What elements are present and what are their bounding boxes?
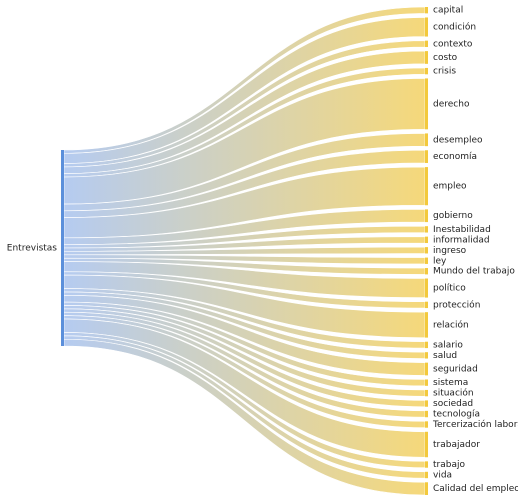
target-node-bar[interactable] xyxy=(425,247,428,254)
target-node-bar[interactable] xyxy=(425,410,428,418)
target-node-bar[interactable] xyxy=(425,17,428,37)
target-node-label: ley xyxy=(433,256,447,266)
sankey-link[interactable] xyxy=(63,301,426,387)
target-node-label: protección xyxy=(433,299,480,310)
target-node-bar[interactable] xyxy=(425,389,428,397)
target-node-label: Inestabilidad xyxy=(433,225,491,235)
target-node-bar[interactable] xyxy=(425,226,428,233)
target-node-label: Mundo del trabajo xyxy=(433,267,515,277)
sankey-link[interactable] xyxy=(63,40,426,168)
target-node-label: empleo xyxy=(433,182,467,192)
sankey-link[interactable] xyxy=(63,295,426,376)
target-node-bar[interactable] xyxy=(425,51,428,64)
source-node-bar[interactable] xyxy=(61,150,64,346)
target-node-label: Tercerización laboral xyxy=(432,419,518,430)
target-node-label: relación xyxy=(433,319,469,330)
source-node-label: Entrevistas xyxy=(7,244,58,254)
sankey-link[interactable] xyxy=(63,311,426,418)
target-node-bar[interactable] xyxy=(425,257,428,264)
target-node-label: Calidad del empleo xyxy=(433,484,518,494)
target-node-label: vida xyxy=(433,470,452,480)
target-node-label: trabajador xyxy=(433,440,480,450)
target-node-bar[interactable] xyxy=(425,301,428,309)
target-nodes: capital condición contexto costo crisis derec… xyxy=(425,6,518,495)
target-node-label: salario xyxy=(433,340,463,350)
target-node-label: trabajo xyxy=(433,460,465,470)
target-node-bar[interactable] xyxy=(425,482,428,495)
target-node-bar[interactable] xyxy=(425,268,428,275)
target-node-label: costo xyxy=(433,53,458,63)
target-node-label: gobierno xyxy=(433,211,473,221)
target-node-label: sociedad xyxy=(433,399,473,409)
sankey-link[interactable] xyxy=(63,274,426,338)
sankey-link[interactable] xyxy=(63,149,426,218)
target-node-label: sistema xyxy=(433,378,468,388)
sankey-link[interactable] xyxy=(63,246,426,256)
target-node-label: informalidad xyxy=(433,235,490,245)
target-node-bar[interactable] xyxy=(425,7,428,14)
target-node-bar[interactable] xyxy=(425,312,428,338)
target-node-bar[interactable] xyxy=(425,40,428,48)
target-node-bar[interactable] xyxy=(425,341,428,349)
target-node-label: desempleo xyxy=(433,135,483,145)
sankey-link[interactable] xyxy=(63,236,426,252)
target-node-bar[interactable] xyxy=(425,379,428,386)
sankey-link[interactable] xyxy=(63,332,426,469)
target-node-label: político xyxy=(433,284,466,294)
target-node-bar[interactable] xyxy=(425,421,428,428)
target-node-bar[interactable] xyxy=(425,167,428,206)
target-node-bar[interactable] xyxy=(425,431,428,458)
sankey-link[interactable] xyxy=(63,6,426,154)
target-node-bar[interactable] xyxy=(425,67,428,75)
target-node-label: crisis xyxy=(433,67,456,77)
sankey-link[interactable] xyxy=(63,318,426,458)
target-node-label: derecho xyxy=(433,99,470,109)
target-node-label: seguridad xyxy=(433,365,478,375)
target-node-label: condición xyxy=(433,22,476,33)
target-node-bar[interactable] xyxy=(425,400,428,407)
target-node-bar[interactable] xyxy=(425,133,428,147)
target-node-bar[interactable] xyxy=(425,471,428,479)
target-node-label: situación xyxy=(433,388,474,399)
target-node-bar[interactable] xyxy=(425,362,428,376)
sankey-links xyxy=(63,6,426,496)
target-node-label: capital xyxy=(433,6,463,16)
target-node-label: tecnología xyxy=(433,410,480,420)
sankey-link[interactable] xyxy=(63,261,426,298)
sankey-link[interactable] xyxy=(63,315,426,428)
target-node-bar[interactable] xyxy=(425,278,428,298)
target-node-bar[interactable] xyxy=(425,352,428,359)
target-node-bar[interactable] xyxy=(425,78,428,130)
sankey-link[interactable] xyxy=(63,17,426,164)
target-node-bar[interactable] xyxy=(425,461,428,468)
target-node-label: economía xyxy=(433,152,477,162)
target-node-bar[interactable] xyxy=(425,150,428,163)
target-node-bar[interactable] xyxy=(425,209,428,223)
target-node-label: ingreso xyxy=(433,246,467,256)
target-node-bar[interactable] xyxy=(425,236,428,244)
target-node-label: salud xyxy=(433,351,457,361)
target-node-label: contexto xyxy=(433,39,473,49)
